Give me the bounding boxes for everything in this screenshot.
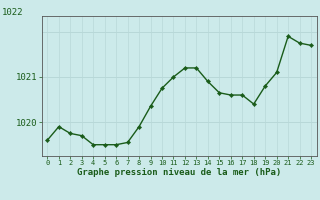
X-axis label: Graphe pression niveau de la mer (hPa): Graphe pression niveau de la mer (hPa): [77, 168, 281, 177]
Text: 1022: 1022: [2, 8, 23, 17]
